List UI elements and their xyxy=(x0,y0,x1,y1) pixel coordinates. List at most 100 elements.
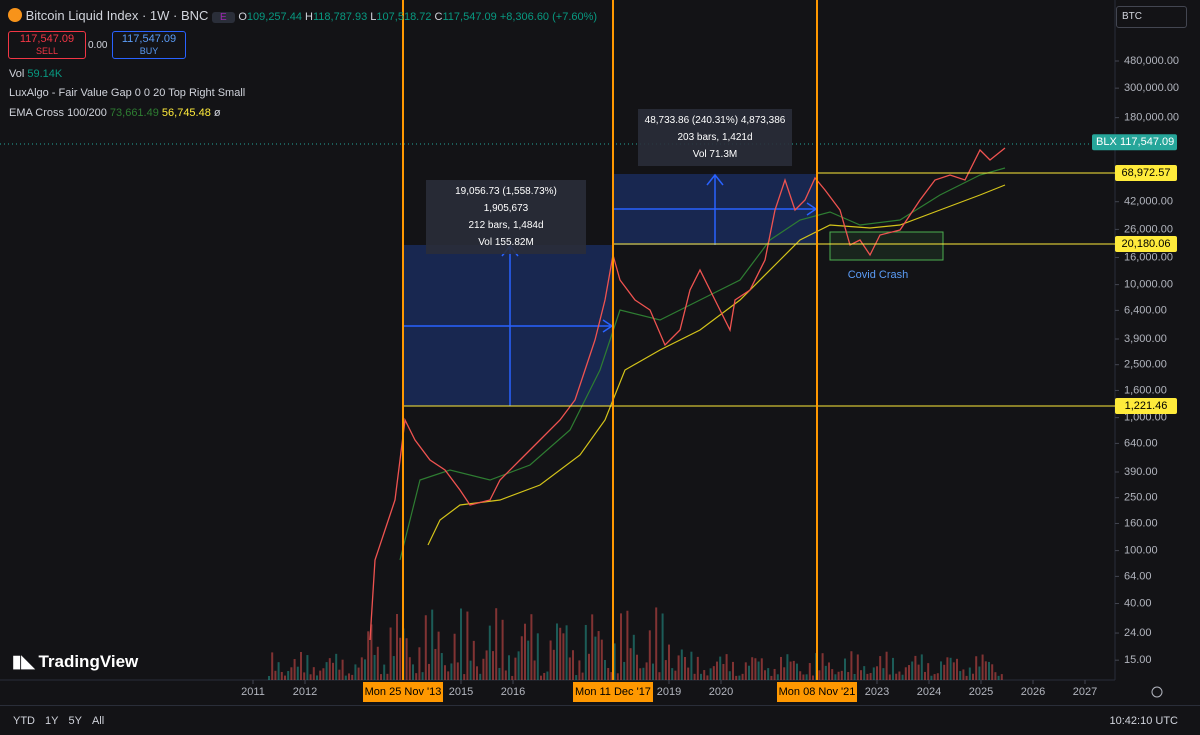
volume-bar xyxy=(280,671,283,680)
volume-bar xyxy=(460,608,462,680)
volume-bar xyxy=(892,657,894,680)
volume-bar xyxy=(751,657,754,680)
ema-slow: 56,745.48 xyxy=(161,107,211,119)
volume-bar xyxy=(847,672,850,680)
range-button[interactable]: 1Y xyxy=(45,715,59,727)
cycle-lines xyxy=(402,0,818,680)
volume-bar xyxy=(469,660,472,680)
volume-bar xyxy=(533,660,536,680)
volume-bar xyxy=(325,662,328,680)
price-tick-label: 24.00 xyxy=(1124,627,1152,639)
ema-label: EMA Cross 100/200 xyxy=(9,107,107,119)
volume-bar xyxy=(722,663,725,680)
volume-bar xyxy=(389,627,392,680)
range-button[interactable]: YTD xyxy=(13,715,35,727)
volume-bar xyxy=(927,663,930,680)
level-label: 1,221.46 xyxy=(1125,400,1168,412)
change: +8,306.60 (+7.60%) xyxy=(499,11,598,23)
volume-bar xyxy=(604,660,606,680)
volume-bar xyxy=(309,674,312,680)
range-button[interactable]: All xyxy=(91,715,105,727)
volume-bar xyxy=(530,614,533,680)
volume-bar xyxy=(588,653,590,680)
price-tick-label: 10,000.00 xyxy=(1124,279,1173,291)
symbol-select[interactable]: BTC xyxy=(1116,6,1187,28)
volume-bar xyxy=(946,657,949,680)
level-label: 68,972.57 xyxy=(1122,167,1171,179)
volume-bar xyxy=(642,667,645,680)
volume-bar xyxy=(357,667,360,680)
volume-bar xyxy=(744,662,747,680)
volume-bar xyxy=(655,607,658,680)
volume-bar xyxy=(584,624,587,680)
volume-bar xyxy=(453,633,456,680)
volume-bar xyxy=(920,654,923,680)
price-tick-label: 300,000.00 xyxy=(1124,82,1179,94)
volume-bar xyxy=(664,660,667,680)
volume-bar xyxy=(306,655,309,680)
volume-bar xyxy=(485,650,488,680)
price-tick-label: 16,000.00 xyxy=(1124,251,1173,263)
badge[interactable]: E xyxy=(212,12,235,23)
volume-bar xyxy=(882,668,885,680)
volume-bar xyxy=(972,673,974,680)
volume-bar xyxy=(549,640,552,680)
price-tick-label: 64.00 xyxy=(1124,570,1152,582)
volume-bar xyxy=(540,675,542,680)
volume-bar xyxy=(328,658,331,680)
volume-bar xyxy=(716,661,718,680)
buy-button[interactable]: 117,547.09 BUY xyxy=(112,31,186,59)
settings-icon[interactable] xyxy=(1151,686,1163,698)
volume-bar xyxy=(684,657,686,680)
volume-bar xyxy=(853,673,856,680)
ohlc-label: L xyxy=(370,11,377,23)
volume-bar xyxy=(949,657,952,680)
level-badge xyxy=(1115,398,1177,415)
volume-bar xyxy=(370,624,373,680)
volume-bar xyxy=(687,667,690,680)
last-label: 117,547.09 xyxy=(1120,136,1174,148)
sell-button[interactable]: 117,547.09 SELL xyxy=(8,31,86,59)
volume-bar xyxy=(668,644,670,680)
price-tick-label: 6,400.00 xyxy=(1124,304,1167,316)
volume-bar xyxy=(767,668,770,680)
volume-bar xyxy=(405,638,408,680)
last-name: BLX xyxy=(1096,136,1117,148)
logo-text: TradingView xyxy=(38,652,139,671)
volume-bar xyxy=(354,664,357,680)
time-tick-label: 2011 xyxy=(241,686,265,698)
volume-bar xyxy=(866,673,869,680)
ohlc-label: O xyxy=(238,11,247,23)
ohlc: 118,787.93 xyxy=(312,11,368,23)
volume-bar xyxy=(504,670,507,680)
volume-bar xyxy=(904,667,907,680)
volume-bar xyxy=(732,661,734,680)
time-tick-label: 2019 xyxy=(657,686,681,698)
measure-line: Vol 155.82M xyxy=(478,237,534,248)
marker-bg xyxy=(363,682,443,702)
volume-bar xyxy=(776,674,779,680)
covid-box xyxy=(829,231,944,261)
volume-bar xyxy=(700,673,702,680)
volume-bar xyxy=(287,671,290,680)
ohlc: 109,257.44 xyxy=(246,11,302,23)
range-button[interactable]: 5Y xyxy=(68,715,82,727)
volume-bar xyxy=(495,608,498,680)
sell-label: SELL xyxy=(35,46,59,56)
volume-bar xyxy=(498,667,501,680)
volume-bar xyxy=(514,657,517,680)
volume-bar xyxy=(808,663,811,680)
volume-bar xyxy=(840,670,843,680)
volume-bar xyxy=(527,640,530,680)
volume-bar xyxy=(824,665,827,680)
volume-bar xyxy=(488,625,491,680)
volume-bar xyxy=(629,648,632,680)
volume-bar xyxy=(984,661,987,680)
price-tick-label: 2,500.00 xyxy=(1124,359,1167,371)
ohlc: 117,547.09 xyxy=(442,11,497,23)
ema-fast xyxy=(399,167,1006,561)
volume-bar xyxy=(578,660,581,680)
time-tick-label: 2026 xyxy=(1021,686,1045,698)
measure-line: Vol 71.3M xyxy=(692,149,738,160)
